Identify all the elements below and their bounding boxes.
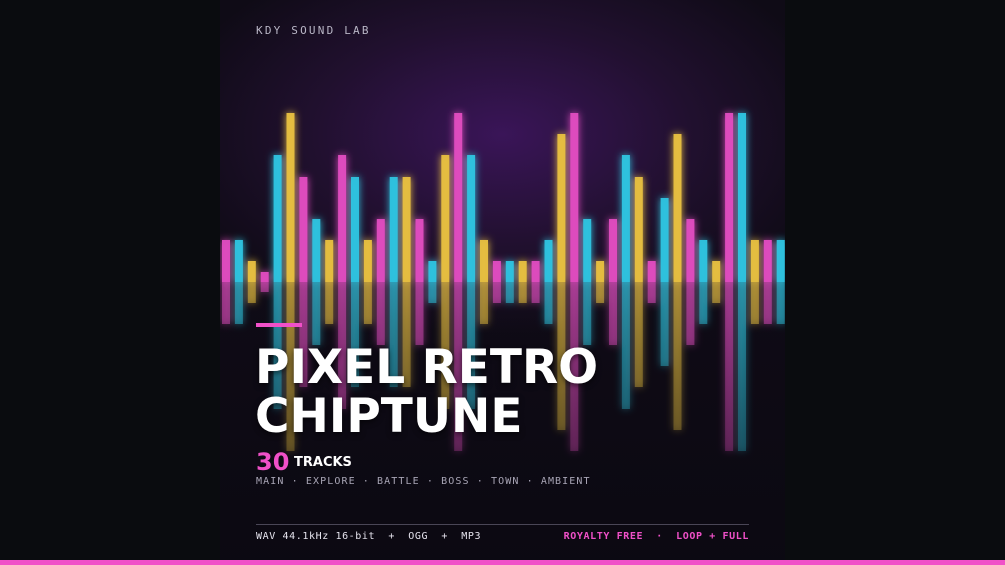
eq-bar [712, 261, 721, 282]
eq-bar [660, 198, 669, 282]
eq-bar [699, 240, 708, 282]
eq-bar [441, 155, 450, 282]
title-line-1: PIXEL RETRO [255, 340, 599, 395]
track-count: 30 [256, 448, 290, 476]
eq-bar [738, 113, 746, 282]
genres: MAIN · EXPLORE · BATTLE · BOSS · TOWN · … [256, 476, 591, 487]
license: ROYALTY FREE · LOOP + FULL [563, 531, 749, 542]
eq-bar [725, 113, 734, 282]
eq-bar [609, 219, 617, 282]
eq-bar [402, 177, 411, 282]
eq-bar [518, 261, 527, 282]
eq-bar [492, 261, 501, 282]
eq-bar [505, 261, 514, 282]
eq-bar [260, 272, 269, 282]
eq-bar [583, 219, 592, 282]
eq-bar [686, 219, 695, 282]
eq-bar [570, 113, 579, 282]
eq-bar [273, 155, 282, 282]
eq-bar [673, 134, 682, 282]
eq-bar [776, 240, 785, 282]
eq-bar [621, 155, 630, 282]
title-line-2: CHIPTUNE [255, 389, 523, 444]
eq-bar [312, 219, 321, 282]
eq-bar [647, 261, 656, 282]
formats: WAV 44.1kHz 16-bit + OGG + MP3 [256, 531, 482, 542]
eq-bar [325, 240, 334, 282]
reflection-shade [220, 284, 785, 560]
eq-bar [454, 113, 463, 282]
eq-bar [544, 240, 553, 282]
eq-bar [531, 261, 540, 282]
eq-bar [634, 177, 643, 282]
eq-bar [557, 134, 566, 282]
eq-bar [428, 261, 437, 282]
eq-bar [299, 177, 308, 282]
eq-bar [247, 261, 256, 282]
eq-bar [763, 240, 772, 282]
brand: KDY SOUND LAB [256, 24, 371, 37]
track-label: TRACKS [294, 455, 352, 470]
eq-bar [351, 177, 359, 282]
bottom-strip [0, 560, 1005, 565]
eq-bar [363, 240, 372, 282]
eq-bar [234, 240, 243, 282]
eq-bar [389, 177, 398, 282]
accent-line [256, 323, 302, 327]
eq-bar [480, 240, 488, 282]
eq-bar [750, 240, 759, 282]
eq-bar [376, 219, 385, 282]
eq-bar [286, 113, 295, 282]
eq-bar [596, 261, 605, 282]
album-cover: KDY SOUND LAB PIXEL RETRO CHIPTUNE 30 TR… [220, 0, 785, 560]
eq-bar [338, 155, 347, 282]
eq-bar [415, 219, 424, 282]
eq-bar [467, 155, 476, 282]
eq-bar [222, 240, 230, 282]
equalizer [220, 113, 785, 560]
